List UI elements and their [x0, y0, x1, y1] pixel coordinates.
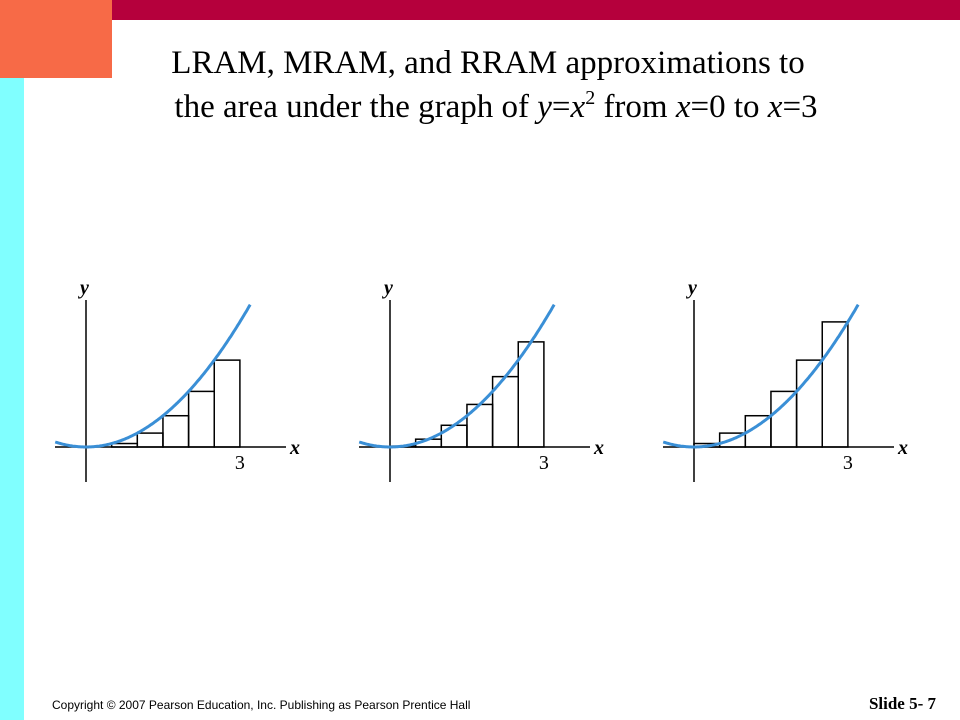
parabola — [358, 303, 556, 449]
tick-label: 3 — [235, 452, 245, 474]
title-exponent: 2 — [585, 87, 595, 109]
y-label: y — [686, 277, 697, 299]
x-label: x — [289, 437, 300, 459]
tick-label: 3 — [843, 452, 853, 474]
x-label: x — [897, 437, 908, 459]
graphs: y x 3 y x 3 y x 3 — [54, 277, 908, 482]
title-text: =3 — [782, 89, 817, 125]
title-var: x — [767, 89, 783, 125]
title-line-1: LRAM, MRAM, and RRAM approximations to — [171, 45, 804, 81]
title-text: from — [595, 89, 676, 125]
corner-block — [0, 0, 112, 78]
title-var: x — [570, 89, 586, 125]
parabola — [54, 303, 252, 449]
copyright: Copyright © 2007 Pearson Education, Inc.… — [52, 698, 470, 712]
title-line-2: the area under the graph of y=x2 from x=… — [174, 87, 817, 125]
y-label: y — [78, 277, 89, 299]
top-bar — [112, 0, 960, 20]
parabola — [662, 303, 860, 449]
y-label: y — [382, 277, 393, 299]
title-text: the area under the graph of — [174, 89, 537, 125]
title-var: x — [675, 89, 691, 125]
side-bar — [0, 78, 24, 720]
x-label: x — [593, 437, 604, 459]
title-var: y — [534, 89, 552, 125]
slide-number: Slide 5- 7 — [869, 694, 937, 713]
title-text: =0 to — [691, 89, 768, 125]
tick-label: 3 — [539, 452, 549, 474]
title-text: = — [552, 89, 571, 125]
